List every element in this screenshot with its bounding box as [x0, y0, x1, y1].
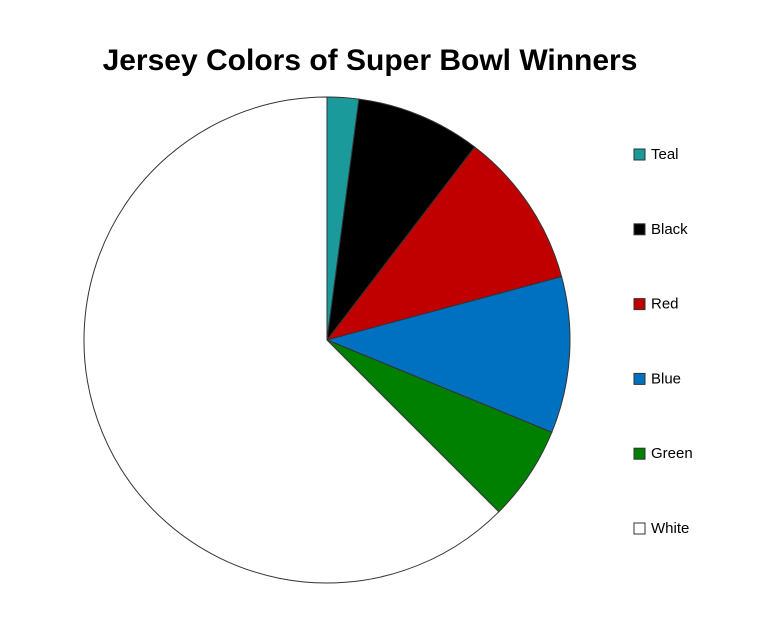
legend-swatch — [633, 223, 646, 236]
pie-slice — [325, 276, 571, 433]
legend-swatch — [633, 372, 646, 385]
pie-slice — [83, 96, 500, 584]
legend-swatch — [633, 298, 646, 311]
pie-slice — [325, 146, 563, 341]
legend-swatch — [633, 522, 646, 535]
legend-label: Blue — [651, 370, 681, 387]
legend-label: Teal — [651, 146, 679, 163]
legend-swatch — [633, 148, 646, 161]
chart-title: Jersey Colors of Super Bowl Winners — [103, 44, 638, 77]
legend-label: White — [651, 520, 689, 537]
legend-label: Green — [651, 445, 693, 462]
pie-slice — [326, 98, 476, 342]
legend-label: Red — [651, 296, 679, 313]
legend-swatch — [633, 447, 646, 460]
legend-label: Black — [651, 221, 688, 238]
